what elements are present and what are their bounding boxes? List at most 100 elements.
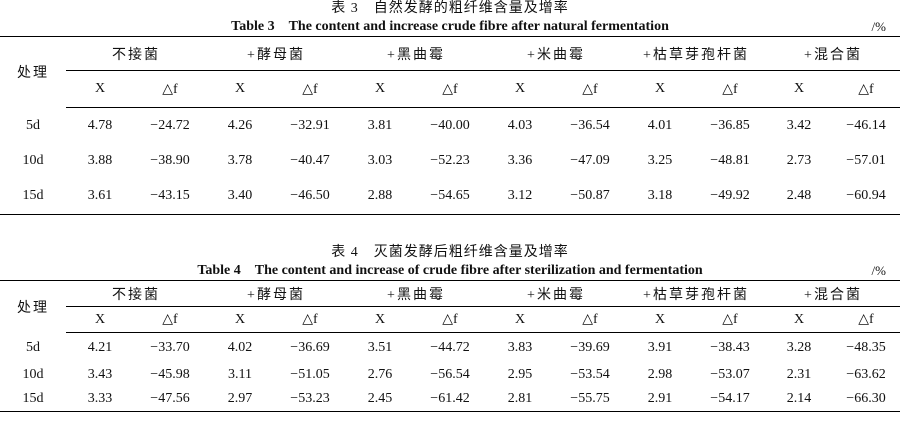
sub-header-x: X (766, 70, 832, 108)
group-header: +黑曲霉 (346, 280, 486, 307)
cell: −63.62 (846, 366, 886, 382)
table-4-caption-en: Table 4 The content and increase of crud… (197, 263, 703, 278)
row-label: 10d (22, 153, 44, 168)
cell: −53.07 (710, 366, 750, 382)
group-header: +黑曲霉 (346, 36, 486, 71)
row-label: 15d (0, 386, 66, 412)
sub-header-x: X (486, 306, 554, 333)
cell: 4.03 (507, 117, 533, 133)
cell: 3.12 (486, 178, 554, 215)
cell: −43.15 (134, 178, 206, 215)
sub-header-delta: △f (134, 306, 206, 333)
cell: 2.48 (766, 178, 832, 215)
sub-header-x: X (346, 306, 414, 333)
row-label: 10d (22, 366, 44, 382)
cell: 4.26 (227, 117, 253, 133)
table-row: 15d 3.33 −47.56 2.97 −53.23 2.45 −61.42 … (0, 386, 900, 412)
cell: −46.14 (846, 117, 886, 133)
cell: −56.54 (430, 366, 470, 382)
cell: −47.09 (570, 153, 610, 168)
cell: −39.69 (570, 339, 610, 355)
sub-header-x: X (66, 70, 134, 108)
cell: −57.01 (846, 153, 886, 168)
row-header: 处理 (0, 280, 66, 333)
group-header: +枯草芽孢杆菌 (626, 280, 766, 307)
table-3-unit: /% (871, 19, 886, 34)
table-row: 15d 3.61 −43.15 3.40 −46.50 2.88 −54.65 … (0, 178, 900, 215)
cell: 3.81 (367, 117, 393, 133)
sub-header-delta: △f (832, 306, 900, 333)
cell: 3.36 (507, 153, 533, 168)
table-3-caption-cn: 表 3 自然发酵的粗纤维含量及增率 (331, 1, 569, 16)
cell: 4.78 (87, 117, 113, 133)
cell: 2.91 (626, 386, 694, 412)
table-3-block: 表 3 自然发酵的粗纤维含量及增率 Table 3 The content an… (0, 0, 900, 215)
cell: −54.17 (694, 386, 766, 412)
cell: 3.83 (507, 339, 533, 355)
group-header: +酵母菌 (206, 36, 346, 71)
cell: −36.54 (570, 117, 610, 133)
cell: −48.35 (846, 339, 886, 355)
table-row: 5d 4.78 −24.72 4.26 −32.91 3.81 −40.00 4… (0, 108, 900, 144)
sub-header-x: X (346, 70, 414, 108)
sub-header-x: X (206, 70, 274, 108)
table-4-block: 表 4 灭菌发酵后粗纤维含量及增率 Table 4 The content an… (0, 244, 900, 412)
cell: −44.72 (430, 339, 470, 355)
group-header: +酵母菌 (206, 280, 346, 307)
sub-header-x: X (486, 70, 554, 108)
cell: 2.45 (346, 386, 414, 412)
sub-header-delta: △f (134, 70, 206, 108)
group-header: +米曲霉 (486, 36, 626, 71)
table-row: 5d 4.21 −33.70 4.02 −36.69 3.51 −44.72 3… (0, 333, 900, 363)
sub-header-delta: △f (274, 70, 346, 108)
cell: 3.88 (87, 153, 113, 168)
cell: −36.69 (290, 339, 330, 355)
cell: 2.76 (367, 366, 393, 382)
cell: 3.33 (66, 386, 134, 412)
row-label: 15d (0, 178, 66, 215)
row-label: 5d (26, 339, 40, 355)
cell: 3.28 (786, 339, 812, 355)
cell: 2.81 (486, 386, 554, 412)
cell: −38.90 (150, 153, 190, 168)
cell: −53.54 (570, 366, 610, 382)
sub-header-delta: △f (414, 70, 486, 108)
cell: 2.14 (766, 386, 832, 412)
cell: −46.50 (274, 178, 346, 215)
cell: 3.43 (87, 366, 113, 382)
sub-header-delta: △f (694, 70, 766, 108)
cell: 4.21 (87, 339, 113, 355)
table-row: 10d 3.43 −45.98 3.11 −51.05 2.76 −56.54 … (0, 363, 900, 387)
cell: −52.23 (430, 153, 470, 168)
sub-header-x: X (66, 306, 134, 333)
cell: 3.78 (227, 153, 253, 168)
cell: 4.02 (227, 339, 253, 355)
table-4-caption-cn: 表 4 灭菌发酵后粗纤维含量及增率 (331, 245, 569, 260)
sub-header-delta: △f (694, 306, 766, 333)
cell: 3.61 (66, 178, 134, 215)
group-header: +米曲霉 (486, 280, 626, 307)
cell: 3.51 (367, 339, 393, 355)
cell: −24.72 (150, 117, 190, 133)
table-row: 10d 3.88 −38.90 3.78 −40.47 3.03 −52.23 … (0, 144, 900, 179)
group-header: +混合菌 (766, 36, 900, 71)
cell: −45.98 (150, 366, 190, 382)
cell: −40.00 (430, 117, 470, 133)
sub-header-delta: △f (274, 306, 346, 333)
cell: −61.42 (414, 386, 486, 412)
cell: 2.98 (647, 366, 673, 382)
cell: −32.91 (290, 117, 330, 133)
cell: −60.94 (832, 178, 900, 215)
cell: −49.92 (694, 178, 766, 215)
cell: −38.43 (710, 339, 750, 355)
sub-header-delta: △f (832, 70, 900, 108)
sub-header-delta: △f (554, 70, 626, 108)
group-header: 不接菌 (66, 280, 206, 307)
cell: −36.85 (710, 117, 750, 133)
cell: −51.05 (290, 366, 330, 382)
cell: 3.40 (206, 178, 274, 215)
table-4: 处理 不接菌 +酵母菌 +黑曲霉 +米曲霉 +枯草芽孢杆菌 +混合菌 X △f … (0, 280, 900, 412)
table-4-unit: /% (871, 263, 886, 278)
cell: −40.47 (290, 153, 330, 168)
table-3: 处理 不接菌 +酵母菌 +黑曲霉 +米曲霉 +枯草芽孢杆菌 +混合菌 X △f … (0, 36, 900, 215)
